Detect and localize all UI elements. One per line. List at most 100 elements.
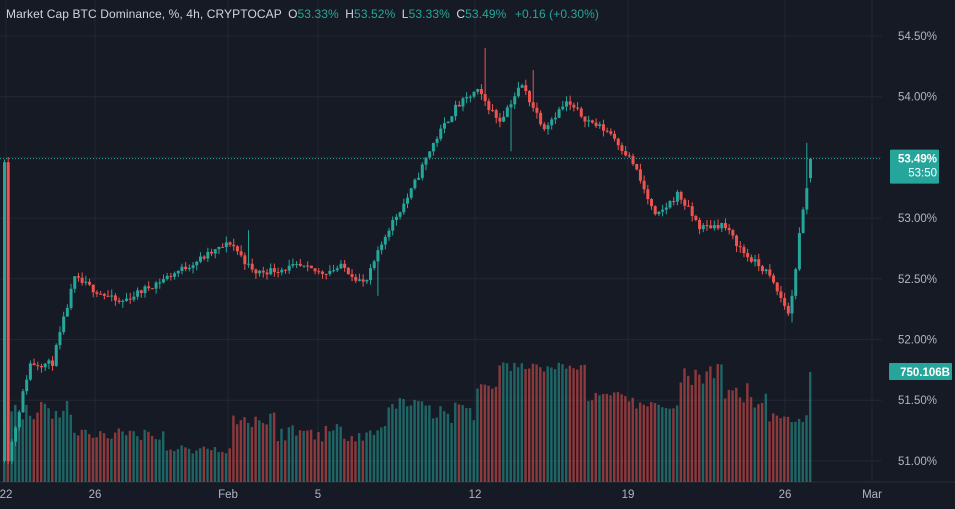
- candle-body: [376, 250, 380, 262]
- candle-body: [760, 266, 764, 272]
- volume-bar: [210, 450, 213, 482]
- time-axis[interactable]: 22 26 Feb 5 12 19 26 Mar: [0, 489, 882, 501]
- candle-body: [476, 89, 480, 92]
- volume-bar: [150, 435, 154, 482]
- volume-bar: [47, 408, 50, 482]
- volume-bar: [224, 453, 228, 482]
- candle-body: [768, 269, 772, 276]
- candle-body: [598, 124, 602, 127]
- candle-body: [339, 263, 343, 269]
- volume-bar: [650, 402, 653, 482]
- volume-tag: [889, 363, 952, 380]
- candle-body: [280, 269, 284, 273]
- candle-body: [483, 94, 487, 102]
- volume-bar: [424, 405, 427, 482]
- candle-body: [646, 189, 650, 200]
- symbol-legend[interactable]: Market Cap BTC Dominance, %, 4h, CRYPTOC…: [6, 7, 599, 21]
- volume-bar: [638, 402, 642, 482]
- candle-body: [125, 298, 129, 301]
- volume-bar: [84, 429, 87, 482]
- candle-body: [43, 363, 47, 368]
- volume-bar: [102, 433, 106, 482]
- volume-bar: [772, 413, 775, 482]
- candle-body: [550, 119, 554, 126]
- volume-bar: [709, 366, 712, 482]
- volume-bar: [332, 430, 335, 482]
- candle-body: [173, 273, 177, 277]
- time-tick-label: Feb: [218, 489, 238, 501]
- volume-bar: [184, 447, 187, 482]
- volume-bar: [287, 427, 291, 482]
- open-value: 53.33%: [297, 7, 339, 21]
- candle-body: [198, 256, 202, 262]
- volume-bar: [457, 404, 461, 482]
- volume-bar: [36, 412, 39, 482]
- candle-body: [701, 225, 705, 230]
- candle-body: [561, 106, 565, 110]
- volume-bar: [313, 439, 316, 482]
- volume-bar: [58, 417, 61, 482]
- volume-bar: [187, 448, 191, 482]
- volume-bar: [664, 408, 668, 482]
- candle-body: [269, 268, 273, 275]
- volume-bar: [324, 425, 328, 482]
- volume-bar: [550, 367, 553, 482]
- candle-body: [609, 131, 613, 134]
- volume-bar: [705, 371, 708, 482]
- volume-bar: [380, 427, 383, 482]
- volume-bar: [672, 408, 675, 482]
- candle-body: [723, 223, 727, 229]
- candle-body: [343, 263, 347, 268]
- volume-bar: [653, 403, 657, 482]
- candle-body: [409, 188, 413, 198]
- volume-bar: [783, 416, 786, 482]
- candle-body: [298, 263, 302, 266]
- volume-bar: [180, 445, 183, 482]
- candle-body: [454, 104, 458, 117]
- volume-bar: [110, 438, 113, 482]
- close-value: 53.49%: [465, 7, 507, 21]
- volume-bar: [753, 407, 756, 482]
- candle-body: [553, 117, 557, 120]
- time-tick-label: Mar: [862, 489, 882, 501]
- volume-bar: [442, 411, 446, 482]
- volume-bar: [243, 417, 246, 482]
- symbol-title[interactable]: Market Cap BTC Dominance, %, 4h, CRYPTOC…: [6, 7, 282, 21]
- volume-bar: [88, 434, 91, 482]
- last-price-overlay: 53.49% 53:50 750.106B: [0, 149, 952, 380]
- high-value: 53.52%: [354, 7, 396, 21]
- candle-body: [557, 109, 561, 118]
- volume-bar: [80, 429, 84, 482]
- candle-body: [383, 236, 387, 245]
- volume-bar: [738, 397, 742, 482]
- volume-bar: [624, 396, 627, 482]
- volume-bar: [128, 430, 132, 482]
- candle-body: [749, 257, 753, 262]
- volume-bar: [51, 418, 54, 482]
- candle-body: [250, 263, 254, 270]
- candle-body: [306, 265, 310, 267]
- candle-body: [698, 220, 702, 230]
- candle-body: [317, 271, 321, 273]
- volume-bar: [797, 418, 801, 482]
- volume-bar: [202, 446, 206, 482]
- volume-bar: [716, 364, 719, 482]
- candle-body: [54, 345, 58, 366]
- candle-body: [502, 116, 506, 122]
- volume-bar: [365, 432, 368, 482]
- candle-body: [328, 270, 332, 274]
- countdown-label: 53:50: [908, 168, 937, 180]
- candle-body: [653, 206, 657, 215]
- candle-body: [58, 332, 62, 346]
- volume-bar: [54, 411, 58, 482]
- candle-body: [624, 151, 628, 156]
- candle-body: [391, 219, 395, 231]
- candle-body: [132, 296, 136, 300]
- candle-body: [613, 133, 617, 139]
- candle-body: [616, 138, 620, 146]
- candle-body: [184, 266, 188, 270]
- volume-bar: [39, 401, 43, 482]
- candle-body: [350, 274, 354, 278]
